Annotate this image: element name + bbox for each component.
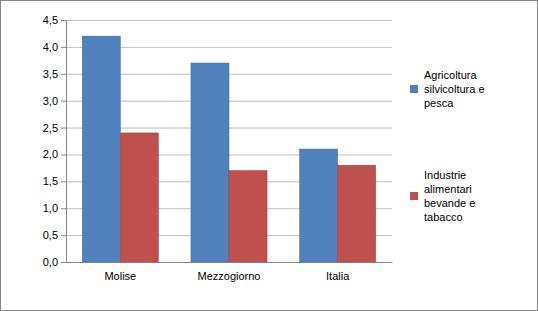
x-axis: Molise Mezzogiorno Italia [67,262,393,282]
y-tick: 3,0 [43,95,66,107]
grid-line [66,262,392,263]
legend-label-line: tabacco [424,211,463,223]
y-tick-label: 0,0 [43,256,58,268]
y-tick-mark [61,181,66,182]
bar [191,63,229,262]
bar [82,36,120,262]
chart-frame [1,1,538,311]
chart: 0,0 0,5 1,0 1,5 2,0 2,5 3,0 3,5 4,0 4,5 Molise Mezz… [0,0,538,311]
x-axis-line [67,262,393,263]
y-tick-mark [61,154,66,155]
y-tick-label: 2,0 [43,148,58,160]
grid-line [66,20,392,21]
y-axis-line [61,21,67,263]
y-tick: 3,5 [43,68,66,80]
y-tick-label: 3,5 [43,68,58,80]
legend-label-line: bevande e [424,197,475,209]
y-tick-label: 3,0 [43,95,58,107]
y-tick-label: 1,5 [43,175,58,187]
y-tick: 0,5 [43,229,66,241]
bar [120,133,158,262]
legend: Agricoltura silvicoltura e pesca Industrie a… [410,69,485,223]
y-tick-label: 4,0 [43,41,58,53]
legend-label: Industrie alimentari bevande e tabacco [424,169,475,223]
legend-label: Agricoltura silvicoltura e pesca [424,69,485,109]
y-tick-label: 1,0 [43,202,58,214]
bar [300,149,338,262]
y-tick: 1,0 [43,202,66,214]
grid [66,21,392,263]
y-tick-mark [61,47,66,48]
y-tick-mark [61,235,66,236]
legend-label-line: pesca [424,97,454,109]
y-tick: 4,0 [43,41,66,53]
x-tick: Molise [104,262,136,282]
y-axis: 0,0 0,5 1,0 1,5 2,0 2,5 3,0 3,5 4,0 4,5 [43,14,67,268]
y-tick-mark [61,262,66,263]
y-tick: 0,0 [43,256,66,268]
x-tick-label: Italia [326,270,350,282]
x-tick-label: Molise [104,270,136,282]
y-tick: 2,0 [43,148,66,160]
legend-label-line: Agricoltura [424,69,477,81]
legend-label-line: Industrie [424,169,466,181]
y-tick: 2,5 [43,122,66,134]
x-tick: Mezzogiorno [198,262,261,282]
legend-swatch [410,192,418,200]
y-tick-mark [61,20,66,21]
bars [82,36,375,262]
x-tick-label: Mezzogiorno [198,270,261,282]
legend-label-line: silvicoltura e [424,83,485,95]
y-tick-label: 0,5 [43,229,58,241]
y-tick-mark [61,208,66,209]
legend-label-line: alimentari [424,183,472,195]
x-tick: Italia [326,262,350,282]
legend-swatch [410,85,418,93]
y-tick-label: 2,5 [43,122,58,134]
bar [229,171,267,262]
y-tick-mark [61,74,66,75]
y-tick: 4,5 [43,14,66,26]
y-tick: 1,5 [43,175,66,187]
y-tick-label: 4,5 [43,14,58,26]
bar [338,165,376,262]
y-tick-mark [61,101,66,102]
y-tick-mark [61,128,66,129]
